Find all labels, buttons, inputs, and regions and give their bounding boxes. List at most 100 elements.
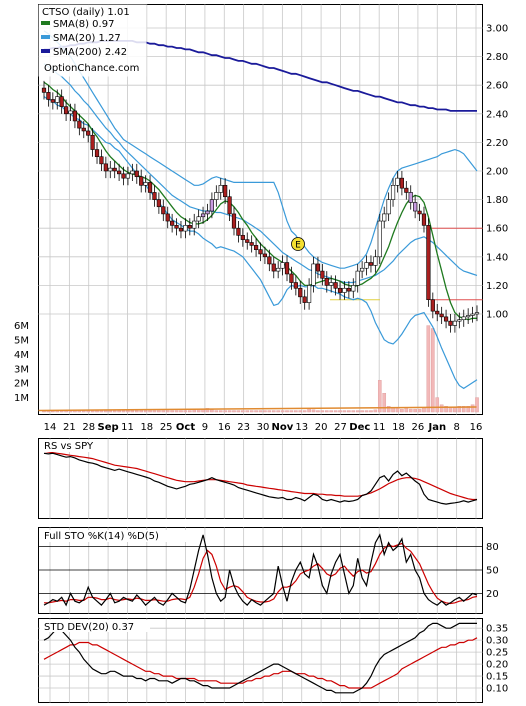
candle-body (156, 199, 161, 208)
x-tick-label: 18 (392, 422, 405, 433)
volume-bar (417, 408, 422, 413)
std-tick-label: 0.10 (486, 684, 508, 695)
sub-panel-lines (43, 450, 478, 694)
candle-body (81, 127, 86, 132)
candle-body (324, 277, 329, 286)
volume-bar (214, 410, 219, 413)
price-tick-label: 2.60 (486, 81, 508, 92)
volume-bar (249, 410, 254, 413)
volume-bar (294, 410, 298, 413)
volume-bar (179, 410, 183, 413)
price-tick-label: 2.20 (486, 138, 508, 149)
legend-sma20: SMA(20) 1.27 (53, 33, 121, 44)
legend-background (38, 4, 147, 77)
x-tick-label: Oct (176, 422, 195, 433)
price-tick-label: 1.40 (486, 252, 508, 263)
volume-tick-label: 1M (14, 393, 29, 404)
volume-bar (183, 410, 188, 413)
candle-body (470, 313, 475, 316)
volume-bar (130, 410, 135, 413)
rs-panel-frame (38, 438, 483, 519)
candle-body (200, 213, 206, 218)
candle-body (404, 187, 409, 193)
candle-body (240, 235, 245, 240)
candle-body (435, 310, 440, 315)
candle-body (183, 225, 188, 232)
candle-body (218, 185, 223, 193)
volume-bar (254, 410, 258, 413)
volume-bar (192, 409, 197, 413)
candle-body (125, 173, 131, 179)
volume-bar (289, 410, 294, 413)
legend-sma200-swatch (41, 49, 50, 53)
volume-bar (99, 410, 104, 413)
bollinger-upper-line (43, 30, 478, 269)
candle-body (346, 287, 351, 292)
volume-bar (320, 410, 325, 413)
candle-body (103, 163, 108, 172)
volume-bar (329, 410, 333, 413)
candle-body (474, 312, 480, 315)
x-tick-label: 13 (295, 422, 308, 433)
candle-body (90, 134, 95, 150)
price-candles (41, 80, 480, 333)
volume-bar (351, 410, 356, 413)
legend-ticker: CTSO (daily) 1.01 (42, 7, 130, 18)
candle-body (236, 227, 241, 236)
volume-bar (466, 406, 470, 413)
sto-title-bg (40, 530, 190, 542)
candle-body (307, 285, 312, 303)
candle-body (355, 270, 360, 286)
candle-body (223, 185, 228, 198)
x-tick-label: Nov (271, 422, 293, 433)
std-tick-label: 0.35 (486, 624, 508, 635)
volume-bar (302, 410, 307, 413)
volume-bar (431, 328, 435, 413)
x-tick-label: 28 (82, 422, 95, 433)
candle-body (329, 282, 334, 286)
candle-body (187, 225, 192, 229)
volume-bar (285, 410, 289, 413)
volume-bar (210, 409, 214, 413)
candle-body (320, 270, 325, 279)
volume-bar (263, 410, 267, 413)
price-tick-label: 2.00 (486, 167, 508, 178)
candle-body (457, 319, 462, 322)
candle-body (461, 316, 466, 321)
candle-body (333, 282, 338, 289)
x-tick-label: 11 (373, 422, 386, 433)
candle-body (253, 245, 259, 250)
price-tick-label: 3.00 (486, 24, 508, 35)
candle-body (99, 156, 104, 165)
earnings-marker-circle (291, 237, 305, 251)
x-tick-label: Sep (98, 422, 119, 433)
legend-sma20-swatch (41, 35, 50, 39)
price-tick-label: 2.80 (486, 52, 508, 63)
x-tick-label: 26 (412, 422, 425, 433)
candle-body (245, 239, 250, 243)
std-average-line (43, 637, 478, 689)
volume-bar (126, 410, 130, 413)
volume-bar (422, 407, 426, 413)
x-tick-label: 20 (315, 422, 328, 433)
candle-body (377, 220, 382, 258)
volume-bar (347, 410, 351, 413)
candle-body (430, 299, 435, 312)
volume-bar (316, 410, 320, 413)
volume-bar (382, 393, 387, 413)
candle-body (466, 315, 471, 318)
volume-bar (218, 410, 223, 413)
std-tick-label: 0.25 (486, 648, 508, 659)
std-dev-line (43, 622, 477, 694)
volume-tick-label: 2M (14, 379, 29, 390)
rs-average-line (43, 450, 477, 501)
volume-bar (475, 397, 479, 413)
candle-body (342, 287, 347, 293)
volume-bar (148, 410, 152, 413)
candle-body (161, 206, 166, 215)
candle-body (368, 262, 374, 266)
candle-body (258, 249, 263, 255)
volume-bar (121, 410, 126, 413)
rs-title-bg (40, 440, 104, 452)
candle-body (50, 99, 55, 103)
